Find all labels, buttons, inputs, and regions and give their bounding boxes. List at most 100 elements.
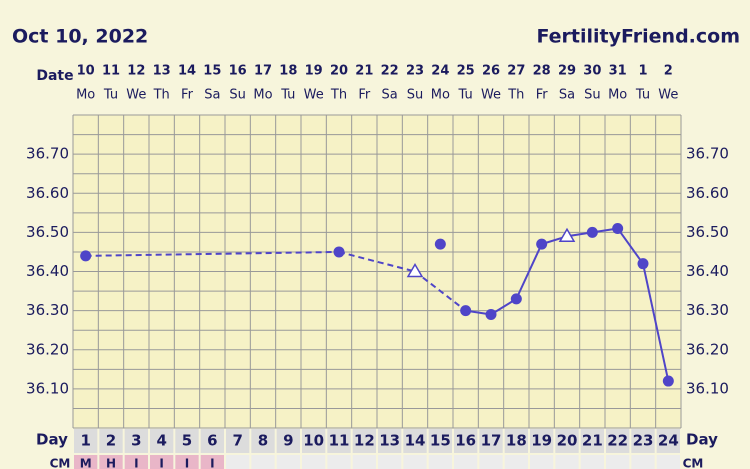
day-number: 13 — [379, 432, 400, 450]
date-number: 20 — [330, 64, 348, 79]
date-number: 18 — [279, 64, 297, 79]
point — [333, 246, 345, 258]
y-tick-label: 36.40 — [26, 262, 69, 280]
day-cell — [479, 429, 503, 453]
day-number: 21 — [582, 432, 603, 450]
date-number: 24 — [431, 64, 449, 79]
weekday: Mo — [608, 88, 627, 103]
day-number: 15 — [430, 432, 451, 450]
y-tick-label-right: 36.70 — [686, 145, 729, 163]
date-number: 16 — [229, 64, 247, 79]
point — [662, 375, 674, 387]
cm-value: M — [80, 457, 92, 469]
date-number: 25 — [457, 64, 475, 79]
y-tick-label: 36.60 — [26, 184, 69, 202]
weekday: We — [658, 88, 678, 103]
date-label: Date — [36, 68, 73, 84]
date-number: 2 — [664, 64, 673, 79]
day-number: 22 — [607, 432, 628, 450]
cm-cell — [74, 455, 98, 469]
point — [460, 305, 472, 317]
cm-cell — [200, 455, 224, 469]
point — [637, 258, 649, 270]
day-cell — [124, 429, 148, 453]
cm-cell — [530, 455, 554, 469]
cm-cell — [352, 455, 376, 469]
day-cell — [99, 429, 123, 453]
y-tick-label-right: 36.40 — [686, 262, 729, 280]
point — [612, 222, 624, 234]
day-cell — [555, 429, 579, 453]
weekday: Mo — [76, 88, 95, 103]
date-number: 29 — [558, 64, 576, 79]
date-number: 28 — [533, 64, 551, 79]
day-cell — [454, 429, 478, 453]
point-triangle — [558, 227, 576, 243]
day-number: 3 — [131, 432, 141, 450]
cm-value: I — [134, 457, 138, 469]
weekday: Su — [584, 88, 601, 103]
chart-title: Oct 10, 2022 — [12, 26, 148, 48]
weekday: Th — [153, 88, 170, 103]
y-tick-label: 36.20 — [26, 340, 69, 358]
day-number: 18 — [506, 432, 527, 450]
site-name: FertilityFriend.com — [536, 26, 740, 48]
weekday: Th — [507, 88, 524, 103]
date-number: 14 — [178, 64, 196, 79]
day-label: Day — [686, 431, 718, 449]
day-number: 23 — [633, 432, 654, 450]
weekday: Su — [229, 88, 246, 103]
day-cell — [74, 429, 98, 453]
y-tick-label-right: 36.60 — [686, 184, 729, 202]
y-tick-label-right: 36.30 — [686, 301, 729, 319]
trend-segment — [515, 243, 543, 300]
day-number: 24 — [658, 432, 679, 450]
day-number: 14 — [405, 432, 426, 450]
day-number: 4 — [156, 432, 166, 450]
day-number: 7 — [232, 432, 242, 450]
day-cell — [276, 429, 300, 453]
day-number: 11 — [329, 432, 350, 450]
y-tick-label-right: 36.50 — [686, 223, 729, 241]
day-number: 10 — [303, 432, 324, 450]
day-number: 5 — [182, 432, 192, 450]
cm-cell — [276, 455, 300, 469]
day-number: 1 — [80, 432, 90, 450]
date-number: 30 — [583, 64, 601, 79]
weekday: Mo — [431, 88, 450, 103]
cm-value: H — [106, 457, 116, 469]
date-number: 11 — [102, 64, 120, 79]
date-number: 1 — [638, 64, 647, 79]
point — [510, 293, 522, 305]
weekday: Fr — [536, 88, 549, 103]
weekday: Mo — [253, 88, 272, 103]
y-tick-label: 36.30 — [26, 301, 69, 319]
day-cell — [226, 429, 250, 453]
cm-value: I — [210, 457, 214, 469]
day-number: 6 — [207, 432, 217, 450]
cm-cell — [99, 455, 123, 469]
weekday: Tu — [280, 88, 295, 103]
point — [434, 238, 446, 250]
date-number: 21 — [355, 64, 373, 79]
cm-cell — [606, 455, 630, 469]
day-number: 12 — [354, 432, 375, 450]
day-cell — [302, 429, 326, 453]
day-cell — [606, 429, 630, 453]
day-cell — [175, 429, 199, 453]
day-cell — [403, 429, 427, 453]
trend-segment — [616, 227, 644, 265]
cm-cell — [302, 455, 326, 469]
weekday: Fr — [358, 88, 371, 103]
cm-cell — [479, 455, 503, 469]
day-number: 2 — [106, 432, 116, 450]
cm-cell — [555, 455, 579, 469]
cm-cell — [175, 455, 199, 469]
cm-value: I — [159, 457, 163, 469]
day-number: 19 — [531, 432, 552, 450]
cm-cell — [504, 455, 528, 469]
weekday: We — [304, 88, 324, 103]
y-tick-label-right: 36.10 — [686, 379, 729, 397]
weekday: Tu — [458, 88, 473, 103]
